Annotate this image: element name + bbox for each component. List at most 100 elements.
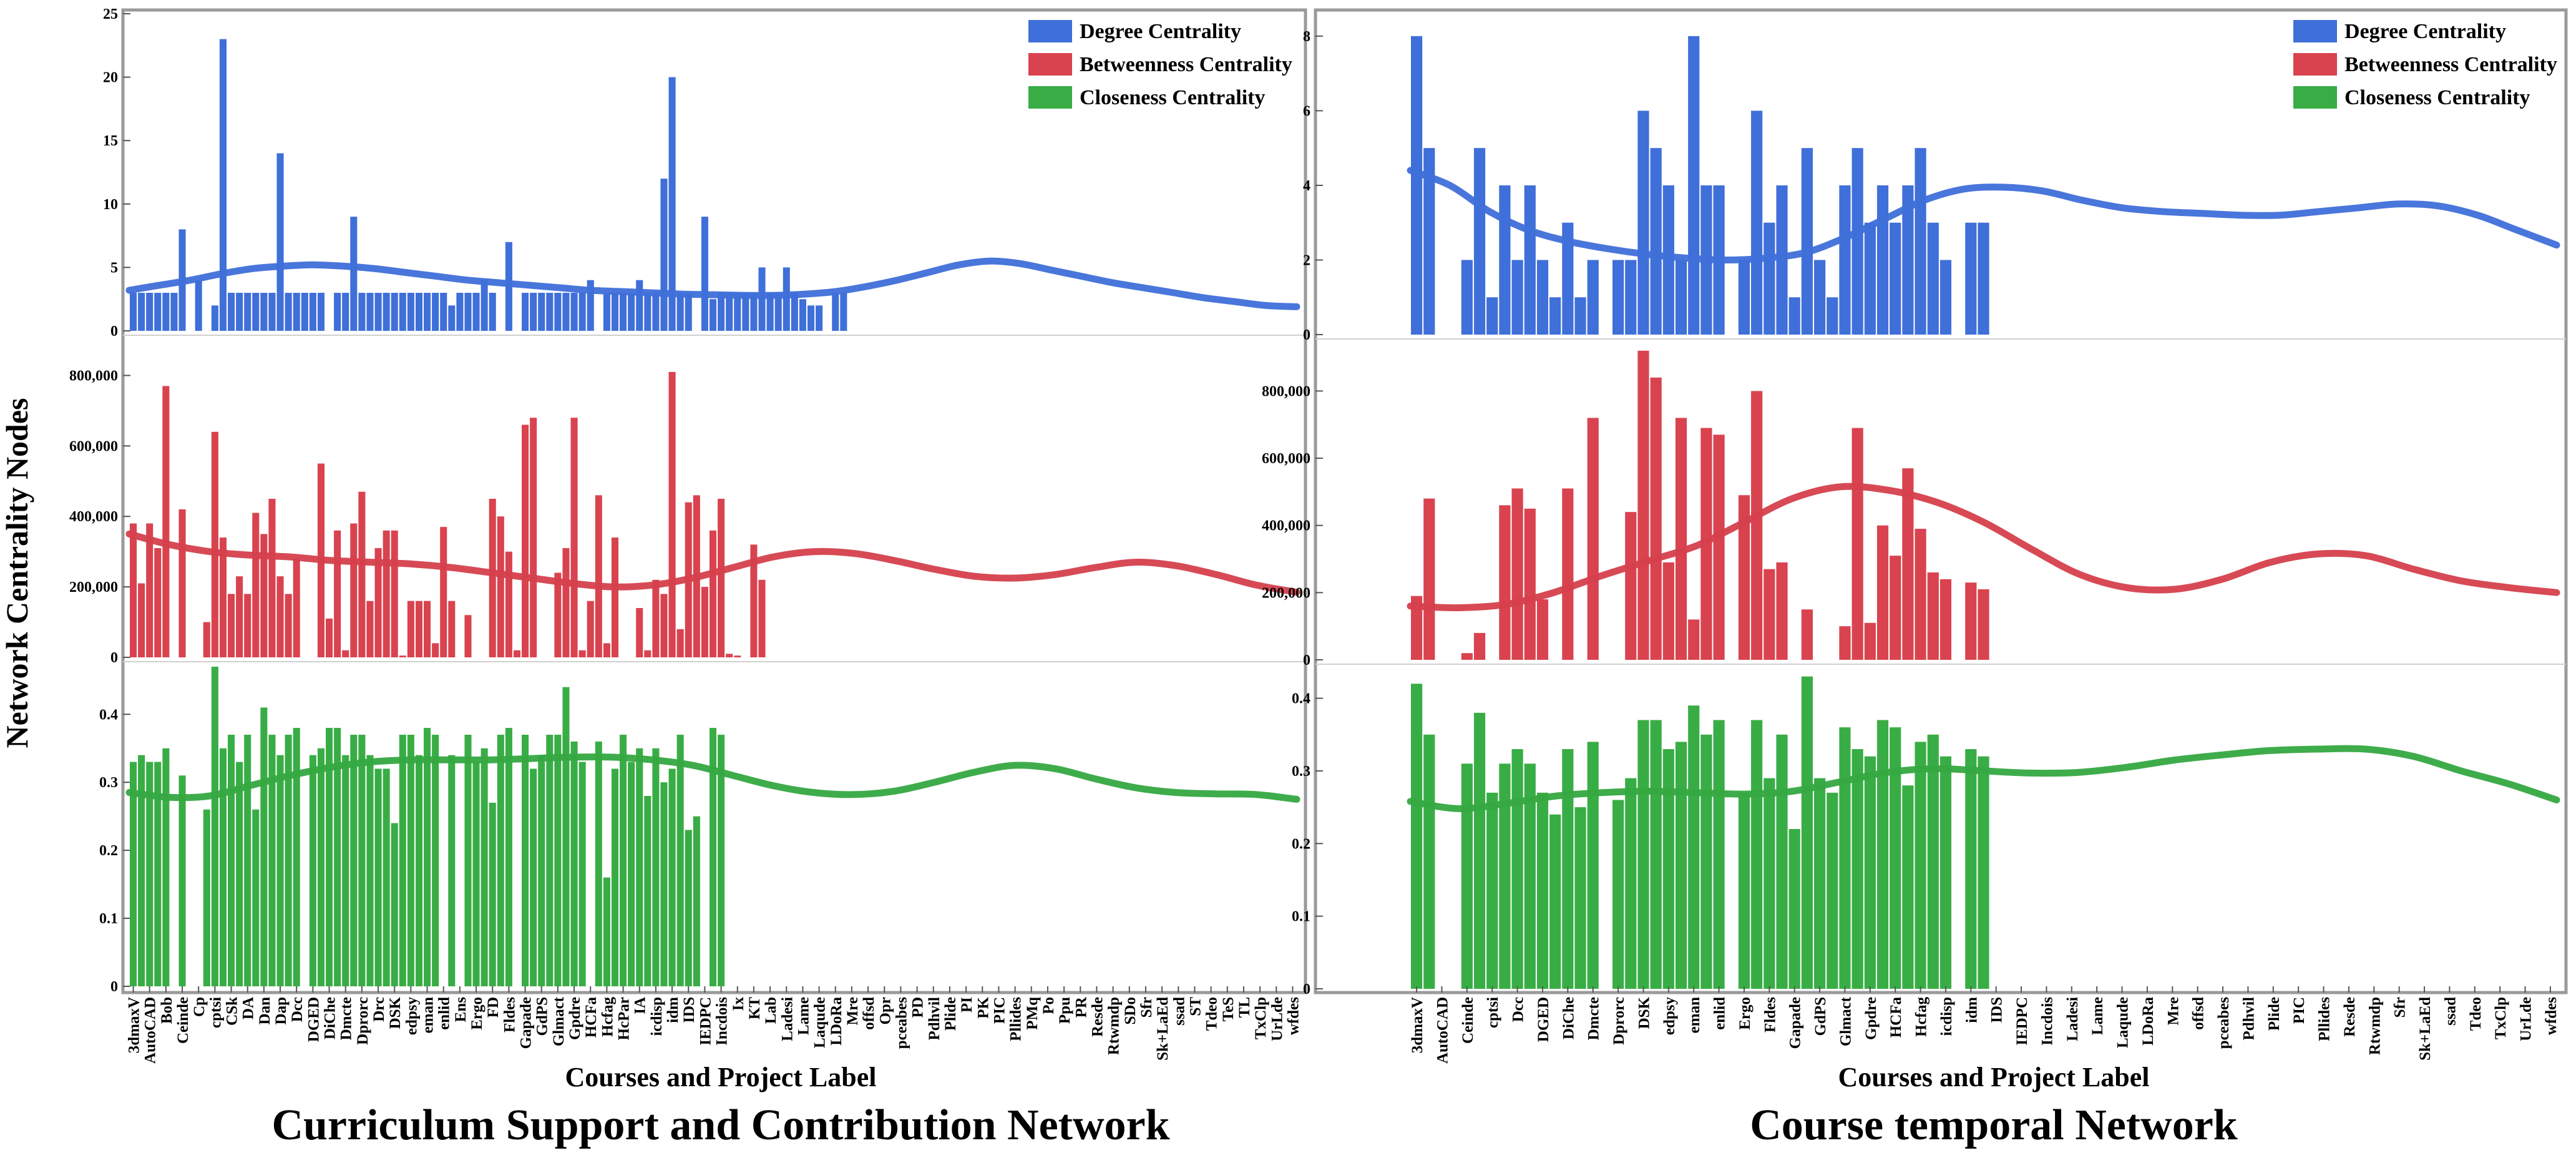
x-tick-label: Ppu bbox=[1056, 997, 1073, 1024]
bar-closeness bbox=[1915, 742, 1926, 989]
series-betweenness: 0 200,000 400,000 600,000 800,000 bbox=[1262, 350, 2566, 669]
bar-betweenness bbox=[268, 499, 276, 657]
bar-degree bbox=[358, 293, 366, 331]
bar-betweenness bbox=[219, 537, 227, 657]
bar-closeness bbox=[1813, 778, 1826, 989]
x-tick-label: PIC bbox=[991, 997, 1008, 1024]
y-tick-label: 15 bbox=[103, 133, 118, 149]
bar-closeness bbox=[1965, 749, 1977, 989]
bar-degree bbox=[1574, 297, 1586, 335]
bar-closeness bbox=[448, 755, 456, 986]
bar-degree bbox=[668, 77, 676, 331]
bar-closeness bbox=[464, 734, 472, 986]
x-tick-label: Lame bbox=[2089, 997, 2106, 1035]
bar-closeness bbox=[285, 734, 292, 986]
bar-degree bbox=[260, 293, 268, 331]
bar-closeness bbox=[1473, 712, 1486, 989]
bar-closeness bbox=[1700, 734, 1712, 989]
x-tick-label: offsd bbox=[861, 997, 877, 1030]
bar-closeness bbox=[1411, 684, 1423, 989]
x-tick-label: Sk+LaEd bbox=[1154, 997, 1171, 1061]
bar-closeness bbox=[1939, 756, 1952, 989]
x-tick-label: Ens bbox=[452, 997, 469, 1023]
bar-degree bbox=[726, 293, 733, 331]
bar-betweenness bbox=[1939, 579, 1952, 660]
y-tick-label: 0 bbox=[110, 979, 118, 995]
bar-degree bbox=[195, 280, 202, 331]
y-tick-label: 200,000 bbox=[69, 579, 118, 596]
x-tick-label: IEDPC bbox=[697, 997, 714, 1046]
bar-closeness bbox=[1511, 749, 1523, 989]
bar-closeness bbox=[211, 667, 218, 986]
y-tick-label: 0 bbox=[110, 323, 118, 340]
bar-degree bbox=[1801, 148, 1813, 335]
bar-closeness bbox=[522, 734, 529, 986]
bar-betweenness bbox=[1473, 632, 1486, 660]
bar-degree bbox=[268, 293, 276, 331]
bar-betweenness bbox=[1675, 418, 1687, 660]
x-tick-label: Incdois bbox=[2039, 997, 2056, 1046]
bar-degree bbox=[1536, 260, 1549, 335]
bar-degree bbox=[399, 293, 406, 331]
bar-betweenness bbox=[1411, 596, 1423, 660]
x-tick-label: Sk+LaEd bbox=[2417, 997, 2434, 1061]
bar-degree bbox=[1411, 36, 1423, 335]
bar-closeness bbox=[415, 755, 423, 986]
bar-degree bbox=[701, 217, 708, 331]
x-tick-label: Dmcte bbox=[338, 997, 355, 1040]
x-tick-label: IDS bbox=[681, 997, 698, 1023]
bar-betweenness bbox=[718, 499, 725, 657]
bar-betweenness bbox=[130, 523, 137, 657]
bar-degree bbox=[832, 293, 839, 331]
legend-label-closeness: Closeness Centrality bbox=[2344, 86, 2530, 109]
bar-betweenness bbox=[391, 530, 398, 657]
bar-closeness bbox=[342, 755, 349, 986]
y-tick-label: 0.3 bbox=[1292, 763, 1310, 780]
bar-degree bbox=[236, 293, 243, 331]
x-tick-label: Dcc bbox=[289, 997, 306, 1022]
bar-betweenness bbox=[1713, 434, 1725, 660]
bar-degree bbox=[334, 293, 341, 331]
bar-degree bbox=[611, 293, 619, 331]
x-tick-label: Resde bbox=[2341, 997, 2358, 1037]
y-tick-label: 0 bbox=[110, 650, 118, 666]
x-tick-label: AutoCAD bbox=[1435, 997, 1451, 1064]
x-tick-label: DSK bbox=[1636, 996, 1653, 1029]
bar-closeness bbox=[432, 734, 439, 986]
bar-degree bbox=[1890, 222, 1901, 335]
bar-betweenness bbox=[1562, 488, 1574, 660]
bar-degree bbox=[709, 299, 717, 331]
bar-closeness bbox=[554, 734, 562, 986]
bar-degree bbox=[1675, 260, 1687, 335]
bar-degree bbox=[546, 293, 554, 331]
bar-degree bbox=[472, 293, 480, 331]
bar-degree bbox=[1902, 185, 1914, 335]
x-tick-label: FD bbox=[485, 997, 502, 1018]
legend: Degree Centrality Betweenness Centrality C… bbox=[1028, 20, 1292, 109]
bar-closeness bbox=[1902, 785, 1914, 989]
x-tick-label: Resde bbox=[1089, 997, 1106, 1037]
bar-closeness bbox=[334, 728, 341, 986]
bar-betweenness bbox=[260, 534, 268, 657]
bar-betweenness bbox=[750, 544, 758, 657]
bar-degree bbox=[538, 293, 545, 331]
x-tick-label: HCFa bbox=[1888, 997, 1905, 1038]
bar-betweenness bbox=[611, 537, 619, 657]
x-tick-label: DSK bbox=[387, 996, 404, 1029]
bar-closeness bbox=[611, 768, 619, 986]
bar-closeness bbox=[1864, 756, 1876, 989]
bar-degree bbox=[285, 293, 292, 331]
x-tick-label: DiChe bbox=[1560, 997, 1577, 1039]
x-tick-label: Ix bbox=[730, 997, 747, 1011]
y-axis-label: Network Centrality Nodes bbox=[0, 398, 34, 748]
bar-closeness bbox=[718, 734, 725, 986]
bar-closeness bbox=[1738, 792, 1750, 989]
bar-betweenness bbox=[1890, 556, 1901, 660]
bar-betweenness bbox=[350, 523, 358, 657]
bar-degree bbox=[1864, 222, 1876, 335]
bar-betweenness bbox=[407, 601, 414, 657]
bar-degree bbox=[840, 293, 847, 331]
bar-degree bbox=[407, 293, 414, 331]
x-tick-label: PIC bbox=[2291, 997, 2308, 1024]
